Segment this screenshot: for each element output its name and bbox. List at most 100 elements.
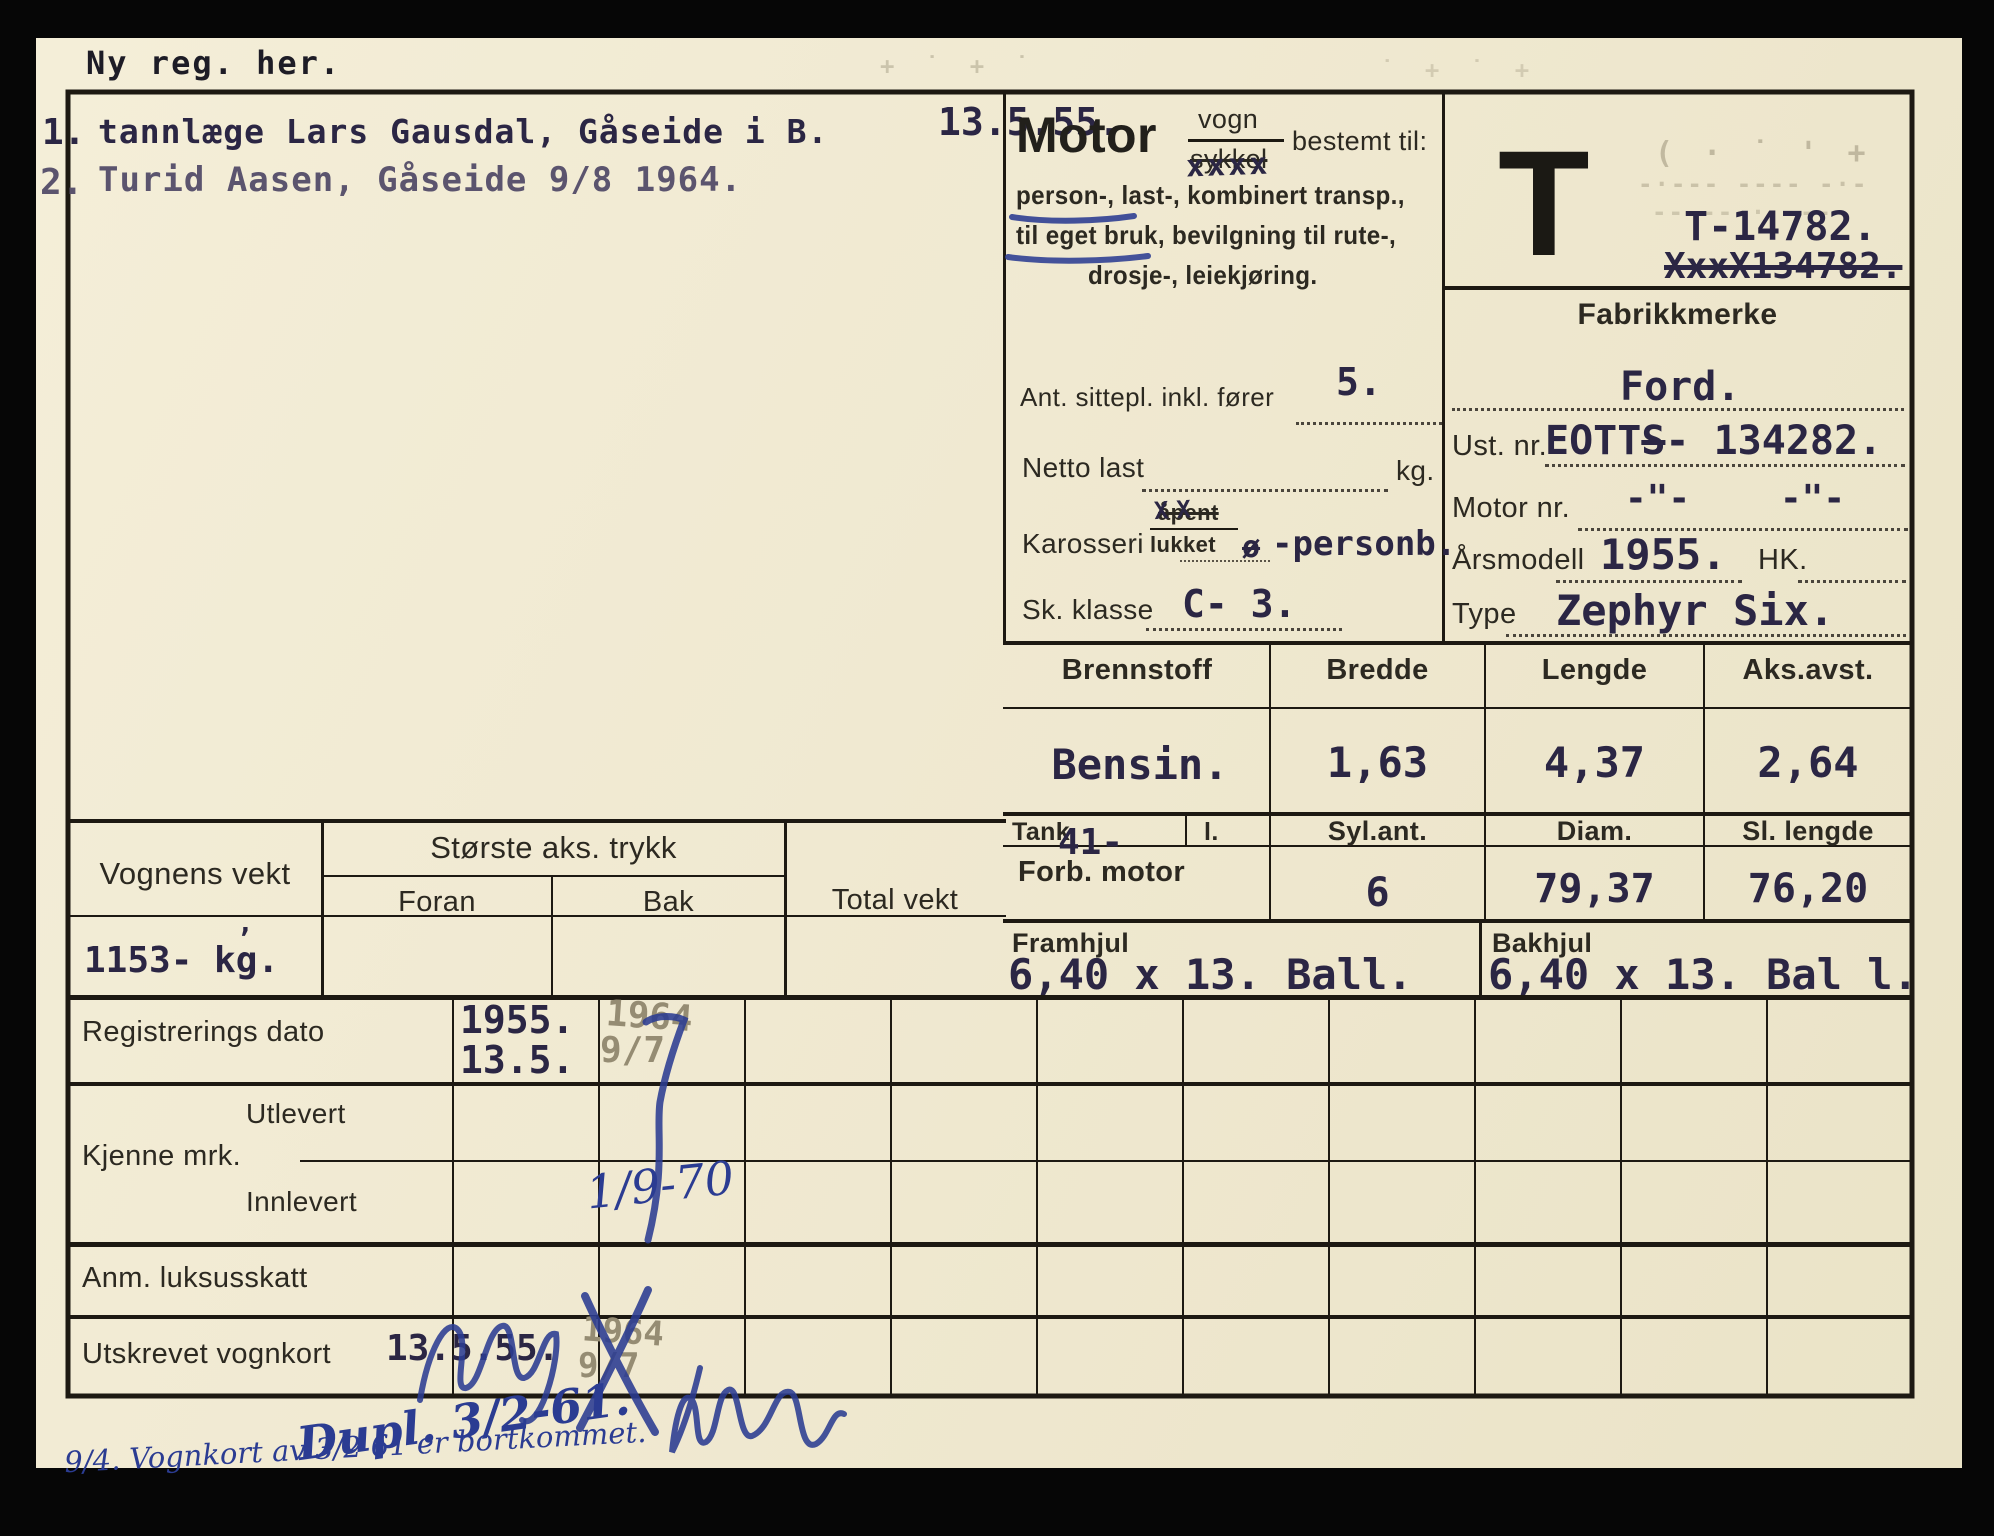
spec-header-lengde: Lengde bbox=[1541, 654, 1648, 686]
dotted-line bbox=[1545, 464, 1905, 467]
signature-scribble bbox=[669, 1365, 847, 1454]
karosseri-value: -personb. bbox=[1272, 524, 1457, 564]
plate-number-struck: XxxX134782. bbox=[1664, 246, 1903, 287]
dotted-line bbox=[1506, 634, 1906, 637]
spec-value-sylant: 6 bbox=[1365, 870, 1390, 916]
fabrikkmerke-header: Fabrikkmerke bbox=[1577, 298, 1778, 331]
stray-mark: ’ bbox=[236, 922, 253, 955]
spec-header-sllengde: Sl. lengde bbox=[1742, 816, 1874, 846]
tank-value: 41- bbox=[1058, 822, 1124, 863]
utskrevet-date: 13.5.55. bbox=[386, 1328, 560, 1369]
type-value: Zephyr Six. bbox=[1556, 586, 1835, 635]
blue-scribble-over-date bbox=[417, 1323, 560, 1425]
spec-value-sllengde: 76,20 bbox=[1747, 866, 1869, 912]
dotted-line bbox=[1798, 580, 1906, 583]
reg-dato-97-faded: 9/7 bbox=[600, 1030, 666, 1071]
motor-purpose-line-3: drosje-, leiekjøring. bbox=[1088, 260, 1318, 290]
owner-line-1-number: 1. bbox=[42, 112, 86, 153]
blue-overwritten-7 bbox=[642, 1013, 689, 1244]
spec-value-bredde: 1,63 bbox=[1326, 738, 1429, 787]
spec-value-lengde: 4,37 bbox=[1543, 738, 1646, 787]
netto-last-label: Netto last bbox=[1022, 452, 1145, 483]
foran-label: Foran bbox=[398, 886, 476, 918]
sk-klasse-label: Sk. klasse bbox=[1022, 594, 1154, 625]
seats-label: Ant. sittepl. inkl. fører bbox=[1020, 382, 1275, 412]
plate-ghost-stamp-2: -·--- ---- -·- bbox=[1638, 170, 1869, 198]
vognens-vekt-value: 1153- kg. bbox=[84, 940, 280, 981]
karosseri-lukket: lukket bbox=[1150, 532, 1216, 557]
utskrevet-vognkort-label: Utskrevet vognkort bbox=[82, 1338, 331, 1370]
plate-ghost-stamp-3: -- ---· --- bbox=[1652, 198, 1833, 226]
card-paper bbox=[36, 38, 1962, 1468]
registration-date-stamp: 13.5.55. bbox=[938, 100, 1122, 144]
bakhjul-value: 6,40 x 13. Bal l. bbox=[1488, 950, 1918, 999]
plate-number: T-14782. bbox=[1684, 204, 1877, 250]
blue-x-crossout bbox=[576, 1286, 659, 1436]
bak-label: Bak bbox=[642, 886, 695, 918]
framhjul-label: Framhjul bbox=[1012, 928, 1130, 958]
ust-nr-value: EOTTS- 134282. bbox=[1545, 418, 1882, 464]
motor-frac-sykkel: sykkel bbox=[1190, 144, 1268, 174]
ust-nr-label: Ust. nr. bbox=[1452, 430, 1548, 462]
arsmodell-label: Årsmodell bbox=[1452, 544, 1585, 576]
motor-frac-vogn: vogn bbox=[1198, 104, 1259, 134]
sk-klasse-value: C- 3. bbox=[1182, 582, 1297, 626]
owner-line-1: tannlæge Lars Gausdal, Gåseide i B. bbox=[98, 112, 829, 151]
motor-nr-value-2: -"- bbox=[1780, 478, 1846, 519]
brand-value: Ford. bbox=[1620, 364, 1741, 410]
vognens-vekt-label: Vognens vekt bbox=[99, 856, 291, 891]
spec-header-bredde: Bredde bbox=[1326, 654, 1429, 686]
netto-last-unit: kg. bbox=[1396, 455, 1435, 486]
dotted-line bbox=[1142, 489, 1388, 492]
plate-ghost-stamp-1: ( · ˙ ' + bbox=[1655, 136, 1872, 171]
faint-registration-marks-1: + ˙ + ˙ bbox=[880, 52, 1038, 80]
dotted-line bbox=[1578, 528, 1908, 531]
anm-luksusskatt-label: Anm. luksusskatt bbox=[82, 1262, 308, 1294]
owner-line-2: Turid Aasen, Gåseide 9/8 1964. bbox=[98, 160, 743, 200]
innlevert-label: Innlevert bbox=[246, 1186, 357, 1217]
spec-header-diam: Diam. bbox=[1556, 816, 1633, 846]
dotted-line bbox=[1296, 422, 1442, 425]
spec-header-aksavst: Aks.avst. bbox=[1742, 654, 1874, 686]
ust-nr-struck-char: S bbox=[1641, 418, 1666, 464]
ust-nr-part2: - 134282. bbox=[1665, 418, 1883, 464]
motor-purpose-line-1: person-, last-, kombinert transp., bbox=[1016, 180, 1405, 210]
storste-aks-trykk-label: Største aks. trykk bbox=[430, 830, 677, 865]
plate-letter: T bbox=[1498, 119, 1591, 287]
ust-nr-part1: EOTT bbox=[1545, 418, 1642, 464]
registrerings-dato-label: Registrerings dato bbox=[82, 1016, 325, 1048]
faint-registration-marks-2: ˙ + ˙ + bbox=[1380, 56, 1538, 84]
motor-nr-value-1: -"- bbox=[1625, 478, 1691, 519]
blue-underline-til-eget-bruk bbox=[1005, 253, 1151, 264]
reg-dato-1955: 1955. bbox=[460, 998, 575, 1042]
owner-line-2-number: 2. bbox=[40, 162, 84, 203]
dotted-line bbox=[1180, 560, 1270, 562]
framhjul-value: 6,40 x 13. Ball. bbox=[1008, 950, 1413, 999]
arsmodell-value: 1955. bbox=[1600, 530, 1727, 579]
motor-title: Motor bbox=[1016, 107, 1157, 163]
hk-label: HK. bbox=[1758, 544, 1808, 576]
blue-underline-person bbox=[1009, 213, 1137, 224]
reg-dato-135: 13.5. bbox=[460, 1038, 575, 1082]
spec-value-brennstoff: Bensin. bbox=[1051, 740, 1229, 789]
motor-bestemt-til: bestemt til: bbox=[1292, 126, 1428, 156]
type-label: Type bbox=[1452, 598, 1517, 630]
spec-header-brennstoff: Brennstoff bbox=[1061, 654, 1213, 686]
forb-motor-label: Forb. motor bbox=[1018, 856, 1186, 888]
utlevert-label: Utlevert bbox=[246, 1098, 346, 1129]
motor-purpose-line-2: til eget bruk, bevilgning til rute-, bbox=[1016, 220, 1397, 250]
karosseri-apent: åpent bbox=[1158, 500, 1219, 525]
karosseri-label: Karosseri bbox=[1022, 528, 1144, 559]
seats-value: 5. bbox=[1336, 360, 1382, 404]
tank-label: Tank bbox=[1012, 818, 1071, 846]
kjenne-mrk-label: Kjenne mrk. bbox=[82, 1140, 242, 1172]
karosseri-struck-char: ø bbox=[1242, 530, 1261, 565]
bakhjul-label: Bakhjul bbox=[1492, 928, 1593, 958]
total-vekt-label: Total vekt bbox=[831, 884, 959, 916]
tank-unit: l. bbox=[1204, 818, 1219, 846]
dotted-line bbox=[1452, 408, 1904, 411]
dotted-line bbox=[1146, 628, 1342, 631]
